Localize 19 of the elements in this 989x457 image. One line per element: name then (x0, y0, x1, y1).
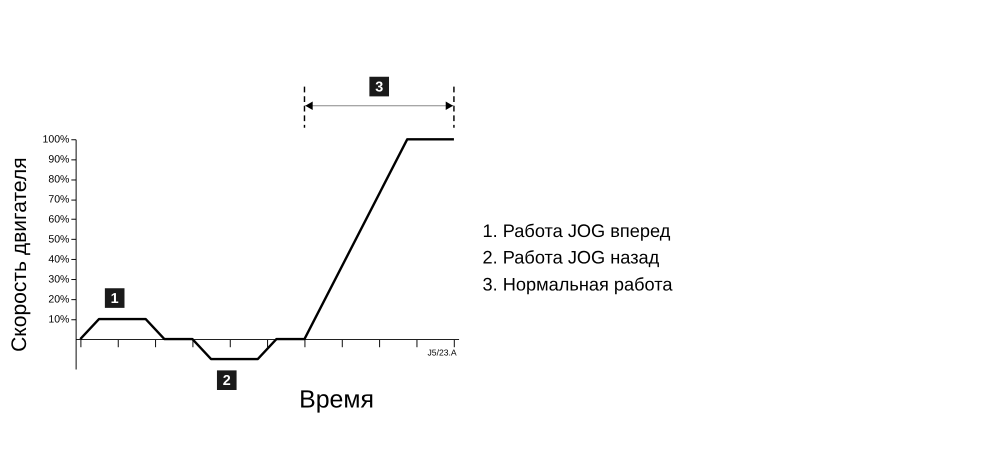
annotation: 1 (110, 290, 119, 307)
text: 2 (222, 372, 231, 389)
y-tick-label: 30% (48, 273, 70, 286)
annotation: J5/23.A (427, 347, 457, 358)
y-tick-label: 40% (48, 254, 70, 266)
y-tick-label: 70% (48, 194, 70, 206)
text: 3 (375, 79, 384, 96)
text: 2. Работа JOG назад (482, 248, 660, 268)
y-axis-title: Скорость двигателя (8, 157, 32, 352)
y-tick-label: 60% (48, 214, 70, 226)
y-tick-label: 20% (48, 293, 70, 306)
text: 1. Работа JOG вперед (482, 220, 671, 241)
y-tick-label: 100% (42, 134, 70, 146)
y-tick-label: 50% (48, 234, 70, 246)
y-tick-label: 10% (48, 313, 70, 326)
x-axis-title: Время (299, 386, 374, 414)
y-tick-label: 80% (48, 174, 70, 186)
text: 3. Нормальная работа (482, 274, 674, 295)
y-tick-label: 90% (48, 154, 70, 166)
